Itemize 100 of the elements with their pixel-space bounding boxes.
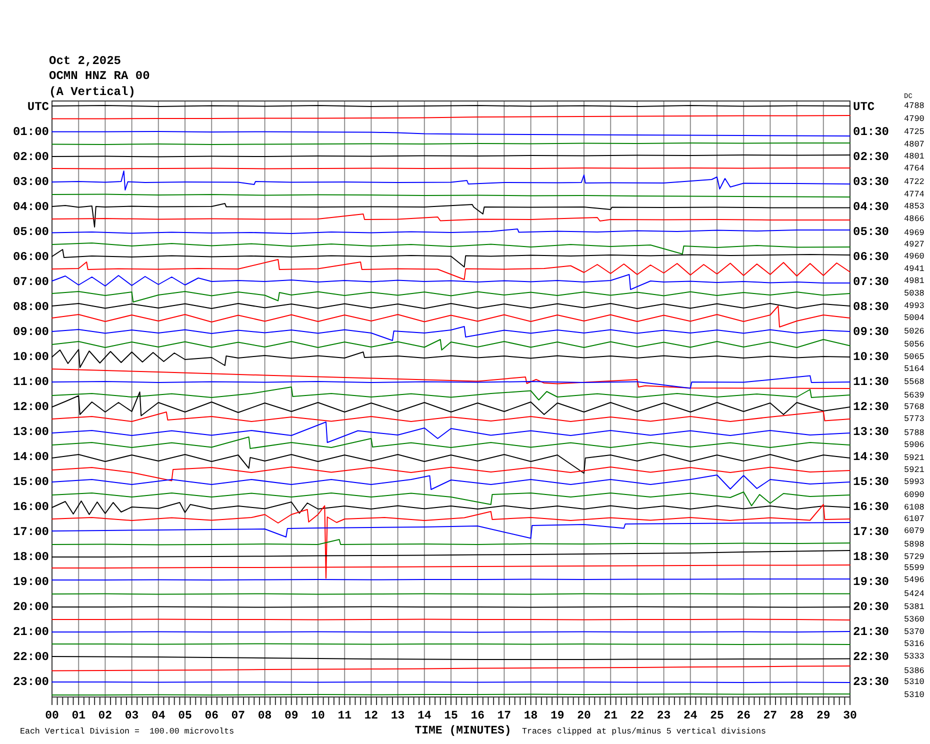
y-tick-label: 20:00 (12, 600, 49, 614)
x-tick-label: 29 (816, 710, 830, 722)
text: 5788 (904, 428, 924, 438)
y-tick-label: 19:00 (12, 575, 49, 589)
y-tick-label: 15:00 (12, 475, 49, 489)
line-series (52, 454, 850, 474)
text: 4993 (904, 301, 924, 311)
text: 5568 (904, 377, 924, 387)
y2-tick-label: 18:30 (853, 550, 890, 564)
text: 5310 (904, 690, 924, 700)
y-tick-label: 10:00 (12, 350, 49, 364)
text: 4764 (904, 164, 924, 174)
text: 4774 (904, 190, 924, 200)
text: 5386 (904, 666, 924, 676)
y-tick-label: 17:00 (12, 525, 49, 539)
line-series (52, 492, 850, 506)
text: 5360 (904, 614, 924, 624)
y2-tick-label: 19:30 (853, 575, 890, 589)
y2-tick-label: 06:30 (853, 250, 890, 264)
x-tick-label: 23 (656, 710, 671, 722)
line-series (52, 242, 850, 254)
y-tick-label: 02:00 (12, 150, 49, 164)
x-tick-label: 19 (550, 710, 564, 722)
y2-tick-label: 17:30 (853, 525, 890, 539)
y-tick-label: 06:00 (12, 250, 49, 264)
text: 5599 (904, 563, 924, 573)
line-series (52, 500, 850, 515)
x-tick-label: 02 (98, 710, 112, 722)
x-tick-label: 06 (204, 710, 219, 722)
line-series (52, 386, 850, 400)
text: 5639 (904, 390, 924, 400)
y-tick-label: 03:00 (12, 175, 49, 189)
x-tick-label: 21 (604, 710, 618, 722)
x-tick-label: 16 (470, 710, 485, 722)
x-tick-label: 24 (683, 710, 698, 722)
line-series (52, 259, 850, 280)
text: 6108 (904, 502, 924, 512)
y-tick-label: 18:00 (12, 550, 49, 564)
y-tick-label: 23:00 (12, 675, 49, 689)
x-tick-label: 03 (124, 710, 139, 722)
x-tick-label: 09 (284, 710, 298, 722)
y-tick-label: 01:00 (12, 125, 49, 139)
y2-tick-label: 14:30 (853, 450, 890, 464)
x-tick-label: 27 (763, 710, 778, 722)
y-tick-label: UTC (27, 100, 49, 114)
line-series (52, 274, 850, 290)
text: 5921 (904, 453, 924, 463)
line-series (52, 339, 850, 350)
text: 5333 (904, 652, 924, 662)
text: 5038 (904, 288, 924, 298)
y-tick-label: 22:00 (12, 650, 49, 664)
y2-tick-label: 10:30 (853, 350, 890, 364)
y2-tick-label: 07:30 (853, 275, 890, 289)
y2-tick-label: 02:30 (853, 150, 890, 164)
y2-tick-label: 12:30 (853, 400, 890, 414)
text: 4807 (904, 139, 924, 150)
x-tick-label: 17 (497, 710, 512, 722)
x-tick-label: 00 (45, 710, 59, 722)
line-series (52, 411, 850, 422)
line-series (52, 203, 850, 228)
y-tick-label: 14:00 (12, 450, 49, 464)
text: 4725 (904, 126, 924, 137)
line-series (52, 249, 850, 268)
y2-tick-label: 13:30 (853, 425, 890, 439)
text: 5993 (904, 477, 924, 487)
x-tick-label: 15 (444, 710, 458, 722)
x-tick-label: 07 (231, 710, 246, 722)
x-axis-title: TIME (MINUTES) (414, 724, 512, 738)
text: 6107 (904, 514, 924, 524)
text: 5496 (904, 575, 924, 585)
x-tick-label: 08 (258, 710, 272, 722)
line-series (52, 170, 850, 190)
line-series (52, 504, 850, 579)
text: 5316 (904, 639, 924, 649)
y2-tick-label: 20:30 (853, 600, 890, 614)
text: 5026 (904, 326, 924, 336)
x-tick-label: 18 (524, 710, 538, 722)
chart-subtitle: OCMN HNZ RA 00 (A Vertical) (49, 69, 150, 99)
y2-tick-label: 22:30 (853, 650, 890, 664)
y-tick-label: 04:00 (12, 200, 49, 214)
text: 5906 (904, 440, 924, 450)
y2-tick-label: 05:30 (853, 225, 890, 239)
line-series (52, 291, 850, 302)
text: 4866 (904, 214, 924, 224)
line-series (52, 436, 850, 449)
x-tick-label: 12 (364, 710, 378, 722)
x-tick-label: 01 (72, 710, 86, 722)
text: 4941 (904, 264, 924, 274)
text: 4790 (904, 114, 924, 124)
text: 4927 (904, 240, 924, 250)
line-series (52, 214, 850, 222)
line-series (52, 326, 850, 341)
line-series (52, 349, 850, 368)
line-series (52, 368, 850, 389)
line-series (52, 522, 850, 539)
line-series (52, 392, 850, 416)
y2-tick-label: 03:30 (853, 175, 890, 189)
text: 4853 (904, 202, 924, 212)
text: 5065 (904, 352, 924, 362)
text: 4969 (904, 228, 924, 238)
